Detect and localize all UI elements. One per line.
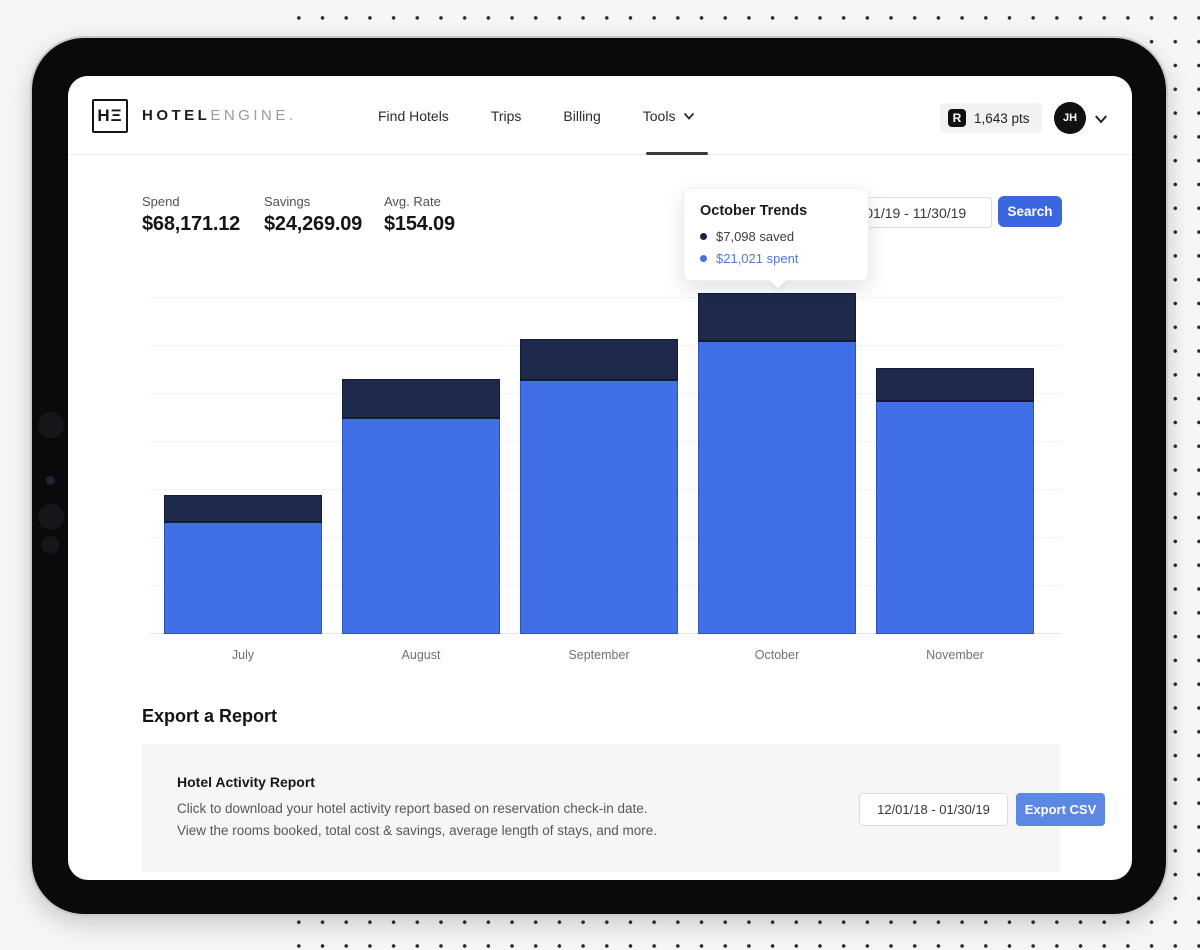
description-line-1: Click to download your hotel activity re… <box>177 801 648 816</box>
x-axis-label: September <box>568 648 630 662</box>
tooltip-spent-row: $21,021 spent <box>700 251 852 266</box>
x-axis-label: July <box>231 648 255 662</box>
tooltip-saved-text: $7,098 saved <box>716 229 795 244</box>
stat-label: Savings <box>264 194 311 209</box>
nav-item-trips[interactable]: Trips <box>490 107 522 124</box>
hotel-activity-report-card: Hotel Activity Report Click to download … <box>142 744 1105 872</box>
tooltip-spent-text: $21,021 spent <box>716 251 799 266</box>
bar-segment-saved[interactable] <box>342 379 500 419</box>
nav-item-tools-label: Tools <box>642 107 676 124</box>
user-avatar[interactable]: JH <box>1054 102 1086 134</box>
report-card-title: Hotel Activity Report <box>177 774 315 790</box>
stat-savings: Savings $24,269.09 <box>264 194 362 236</box>
nav-item-billing[interactable]: Billing <box>563 107 601 124</box>
bar-august[interactable] <box>342 379 500 634</box>
bar-segment-spent[interactable] <box>698 342 856 634</box>
bar-segment-spent[interactable] <box>342 419 500 634</box>
tooltip-saved-row: $7,098 saved <box>700 229 852 244</box>
bars-row <box>150 287 1062 634</box>
bar-segment-saved[interactable] <box>520 339 678 381</box>
x-axis-label: November <box>926 648 984 662</box>
stat-label: Avg. Rate <box>384 194 441 209</box>
points-label: 1,643 pts <box>974 110 1030 126</box>
x-axis-label: October <box>754 648 800 662</box>
main-nav: Find Hotels Trips Billing Tools <box>378 76 695 155</box>
tablet-camera-lens-icon <box>46 476 55 485</box>
bar-segment-spent[interactable] <box>520 381 678 634</box>
gridline <box>150 297 1062 298</box>
brand-wordmark: HOTELENGINE. <box>142 107 297 124</box>
stat-label: Spend <box>142 194 180 209</box>
stat-value: $68,171.12 <box>142 213 241 235</box>
active-tab-indicator <box>646 152 708 155</box>
bar-segment-spent[interactable] <box>876 402 1034 634</box>
rewards-points-badge[interactable]: R 1,643 pts <box>940 103 1042 133</box>
saved-bullet-icon <box>700 233 707 240</box>
nav-item-find-hotels[interactable]: Find Hotels <box>378 107 449 124</box>
x-axis-label: August <box>401 648 441 662</box>
chevron-down-icon <box>683 110 695 122</box>
export-section-heading: Export a Report <box>142 706 278 726</box>
description-line-2: View the rooms booked, total cost & savi… <box>177 823 658 838</box>
tablet-flash-icon <box>41 536 59 554</box>
tablet-camera-icon <box>38 504 64 530</box>
search-button[interactable]: Search <box>998 196 1062 227</box>
bar-july[interactable] <box>164 495 322 634</box>
nav-item-tools[interactable]: Tools <box>643 108 696 124</box>
account-chevron-down-icon[interactable] <box>1094 112 1107 124</box>
hotel-engine-logo-icon[interactable]: HΞ <box>92 99 128 133</box>
stat-avg-rate: Avg. Rate $154.09 <box>384 194 455 236</box>
tablet-frame: HΞ HOTELENGINE. Find Hotels Trips Billin… <box>30 36 1168 916</box>
tooltip-title: October Trends <box>700 203 808 219</box>
bar-segment-saved[interactable] <box>876 368 1034 402</box>
brand-primary: HOTEL <box>142 107 211 124</box>
bar-september[interactable] <box>520 339 678 634</box>
stat-value: $154.09 <box>384 213 455 235</box>
report-card-description: Click to download your hotel activity re… <box>177 798 657 842</box>
app-header: HΞ HOTELENGINE. Find Hotels Trips Billin… <box>68 76 1132 155</box>
bar-segment-spent[interactable] <box>164 523 322 634</box>
bar-november[interactable] <box>876 368 1034 634</box>
bar-october[interactable] <box>698 293 856 634</box>
stat-value: $24,269.09 <box>264 213 363 235</box>
bar-segment-saved[interactable] <box>698 293 856 342</box>
stat-spend: Spend $68,171.12 <box>142 194 240 236</box>
tablet-screen: HΞ HOTELENGINE. Find Hotels Trips Billin… <box>68 76 1132 880</box>
spent-bullet-icon <box>700 255 707 262</box>
chart-x-labels: July August September October November <box>150 648 1062 662</box>
tablet-camera-icon <box>38 412 64 438</box>
bar-chart-plot <box>150 287 1062 634</box>
rewards-icon: R <box>948 109 966 127</box>
chart-tooltip: October Trends $7,098 saved $21,021 spen… <box>683 188 869 281</box>
bar-segment-saved[interactable] <box>164 495 322 523</box>
export-date-range-input[interactable] <box>859 793 1008 826</box>
brand-secondary: ENGINE. <box>210 107 297 124</box>
export-csv-button[interactable]: Export CSV <box>1016 793 1105 826</box>
